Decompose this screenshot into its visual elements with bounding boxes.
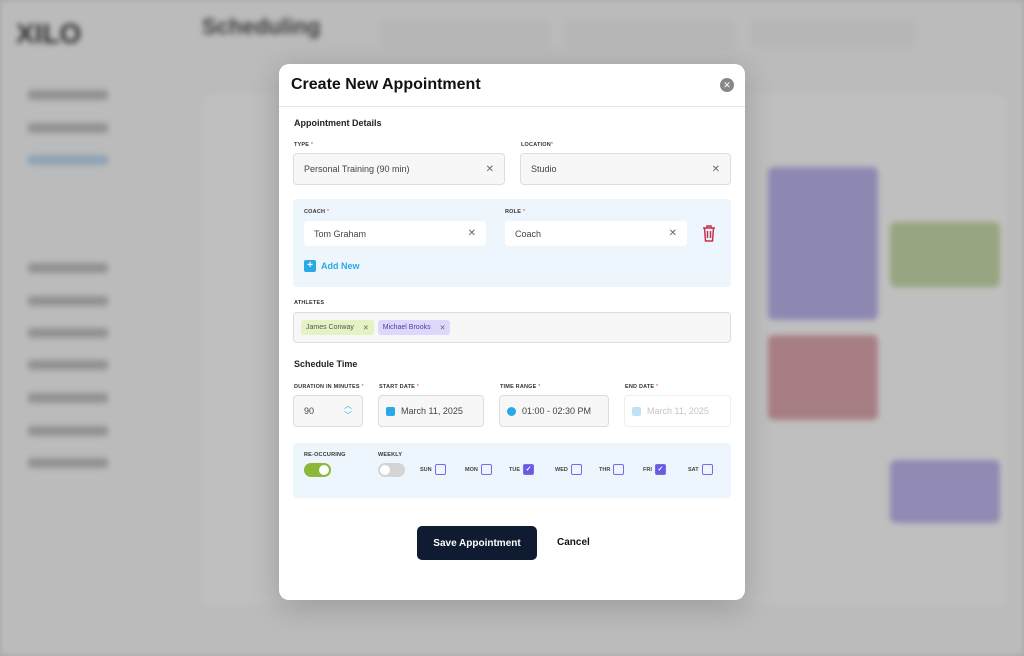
location-label: LOCATION* xyxy=(521,142,554,148)
calendar-event xyxy=(890,460,1000,523)
recurring-label: RE-OCCURING xyxy=(304,452,346,458)
chevron-up-icon[interactable]: ︿ xyxy=(344,401,352,410)
day-checkbox[interactable] xyxy=(434,464,446,475)
athlete-chip: James Conway ✕ xyxy=(301,320,374,335)
page-title: Scheduling xyxy=(202,14,321,39)
day-tue[interactable]: TUE ✓ xyxy=(509,464,534,475)
remove-icon[interactable]: ✕ xyxy=(362,324,369,332)
coach-select[interactable]: Tom Graham ✕ xyxy=(304,221,486,246)
sidebar-item xyxy=(28,426,108,436)
chevron-down-icon[interactable]: ﹀ xyxy=(344,411,352,420)
sidebar-item xyxy=(28,155,108,165)
coach-label: COACH * xyxy=(304,209,330,215)
coach-section: COACH * Tom Graham ✕ ROLE * Coach ✕ + Add … xyxy=(293,199,731,287)
end-date-label: END DATE * xyxy=(625,384,659,390)
clock-icon xyxy=(507,406,516,416)
day-checkbox[interactable]: ✓ xyxy=(654,464,666,475)
logo: XILO xyxy=(16,18,82,49)
day-sat[interactable]: SAT xyxy=(688,464,713,475)
day-checkbox[interactable] xyxy=(701,464,713,475)
cancel-button[interactable]: Cancel xyxy=(557,537,590,548)
section-heading-schedule: Schedule Time xyxy=(294,359,358,369)
sidebar-item xyxy=(28,393,108,403)
day-label: THR xyxy=(599,466,611,473)
end-date-picker[interactable]: March 11, 2025 xyxy=(624,395,731,427)
time-range-label: TIME RANGE * xyxy=(500,384,541,390)
sidebar-item xyxy=(28,360,108,370)
bg-filter xyxy=(565,20,735,48)
coach-value: Tom Graham xyxy=(314,228,367,239)
day-thr[interactable]: THR xyxy=(599,464,625,475)
start-date-picker[interactable]: March 11, 2025 xyxy=(378,395,484,427)
day-checkbox[interactable] xyxy=(570,464,582,475)
day-checkbox[interactable] xyxy=(480,464,492,475)
day-fri[interactable]: FRI ✓ xyxy=(643,464,666,475)
remove-icon[interactable]: ✕ xyxy=(439,324,446,332)
time-range-value: 01:00 - 02:30 PM xyxy=(522,406,592,416)
clear-icon[interactable]: ✕ xyxy=(485,163,494,175)
modal-title: Create New Appointment xyxy=(291,76,481,93)
duration-stepper[interactable]: 90 ︿ ﹀ xyxy=(293,395,363,427)
calendar-event xyxy=(768,167,878,320)
location-value: Studio xyxy=(531,164,557,174)
sidebar-item xyxy=(28,263,108,273)
add-new-button[interactable]: + Add New xyxy=(304,260,360,272)
clear-icon[interactable]: ✕ xyxy=(668,228,677,239)
calendar-icon xyxy=(632,406,641,416)
day-wed[interactable]: WED xyxy=(555,464,582,475)
calendar-event xyxy=(890,222,1000,287)
duration-label: DURATION IN MINUTES * xyxy=(294,384,364,390)
role-select[interactable]: Coach ✕ xyxy=(505,221,687,246)
plus-icon: + xyxy=(304,260,316,272)
role-label: ROLE * xyxy=(505,209,526,215)
bg-filter xyxy=(380,20,550,48)
athletes-input[interactable]: James Conway ✕ Michael Brooks ✕ xyxy=(293,312,731,343)
recurrence-section: RE-OCCURING WEEKLY SUN MON TUE ✓ WED THR FRI ✓ S… xyxy=(293,443,731,498)
type-value: Personal Training (90 min) xyxy=(304,164,410,174)
role-value: Coach xyxy=(515,228,542,239)
day-label: SUN xyxy=(420,466,432,473)
sidebar-item xyxy=(28,296,108,306)
start-date-label: START DATE * xyxy=(379,384,420,390)
day-label: MON xyxy=(465,466,478,473)
day-label: WED xyxy=(555,466,568,473)
location-select[interactable]: Studio ✕ xyxy=(520,153,731,185)
day-sun[interactable]: SUN xyxy=(420,464,446,475)
sidebar-item xyxy=(28,328,108,338)
athletes-label: ATHLETES xyxy=(294,300,325,306)
close-icon[interactable]: ✕ xyxy=(720,78,734,92)
time-range-picker[interactable]: 01:00 - 02:30 PM xyxy=(499,395,609,427)
type-select[interactable]: Personal Training (90 min) ✕ xyxy=(293,153,505,185)
save-appointment-button[interactable]: Save Appointment xyxy=(417,526,537,560)
sidebar-item xyxy=(28,90,108,100)
weekly-label: WEEKLY xyxy=(378,452,403,458)
section-heading-details: Appointment Details xyxy=(294,118,382,128)
duration-value: 90 xyxy=(304,406,315,416)
create-appointment-modal: Create New Appointment ✕ Appointment Det… xyxy=(279,64,745,600)
weekly-toggle[interactable] xyxy=(378,463,405,477)
sidebar-item xyxy=(28,123,108,133)
athlete-chip: Michael Brooks ✕ xyxy=(377,320,451,335)
bg-filter xyxy=(750,20,915,48)
calendar-icon xyxy=(386,406,395,416)
type-label: TYPE * xyxy=(294,142,314,148)
recurring-toggle[interactable] xyxy=(304,463,331,477)
clear-icon[interactable]: ✕ xyxy=(467,228,476,239)
clear-icon[interactable]: ✕ xyxy=(711,163,720,175)
end-date-value: March 11, 2025 xyxy=(647,406,709,416)
calendar-event xyxy=(768,335,878,420)
day-checkbox[interactable] xyxy=(613,464,625,475)
day-mon[interactable]: MON xyxy=(465,464,492,475)
day-label: FRI xyxy=(643,466,652,473)
start-date-value: March 11, 2025 xyxy=(401,406,463,416)
day-checkbox[interactable]: ✓ xyxy=(523,464,534,475)
sidebar-item xyxy=(28,458,108,468)
add-new-label: Add New xyxy=(321,261,360,271)
day-label: TUE xyxy=(509,466,520,473)
day-label: SAT xyxy=(688,466,699,473)
trash-icon[interactable] xyxy=(702,225,716,247)
